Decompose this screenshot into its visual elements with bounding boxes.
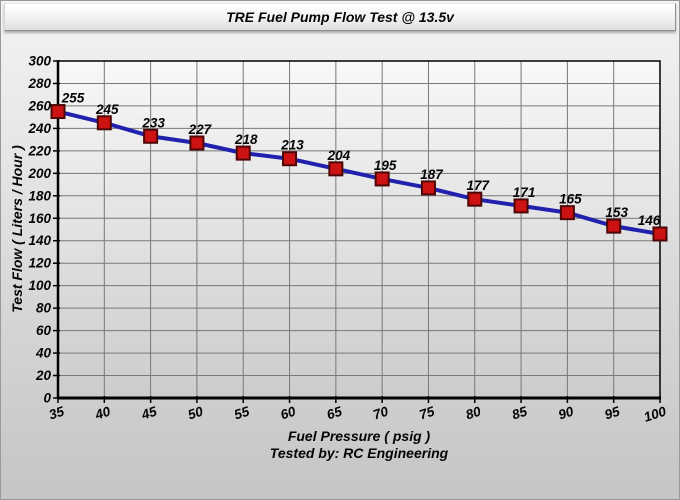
x-tick-label: 50 <box>186 403 205 422</box>
y-tick-label: 60 <box>36 323 52 338</box>
data-point-label: 245 <box>95 102 119 117</box>
data-line <box>57 109 661 236</box>
y-tick-label: 240 <box>27 121 51 136</box>
x-tick-label: 75 <box>417 403 436 422</box>
x-tick-label: 90 <box>556 403 575 422</box>
data-point-marker <box>50 104 66 120</box>
y-tick-label: 180 <box>28 188 51 203</box>
data-point-label: 153 <box>605 205 628 220</box>
x-tick-label: 60 <box>279 403 298 422</box>
data-point-marker <box>420 180 436 196</box>
x-axis-title: Fuel Pressure ( psig ) <box>287 428 431 444</box>
data-point-marker <box>559 205 575 221</box>
y-tick-label: 160 <box>28 211 51 226</box>
data-point-marker <box>143 128 159 144</box>
data-point-label: 213 <box>280 138 304 153</box>
x-tick-label: 45 <box>139 403 159 422</box>
data-point-label: 195 <box>374 158 397 173</box>
y-tick-label: 40 <box>35 346 52 361</box>
data-point-marker <box>235 145 251 161</box>
data-point-marker <box>189 135 205 151</box>
data-point-label: 233 <box>141 115 165 130</box>
data-point-marker <box>467 191 483 207</box>
data-point-label: 204 <box>327 148 351 163</box>
y-tick-label: 260 <box>27 98 51 113</box>
x-tick-label: 100 <box>642 403 669 424</box>
y-tick-label: 0 <box>43 391 51 406</box>
data-point-label: 171 <box>513 185 536 200</box>
x-tick-label: 80 <box>464 403 483 422</box>
data-point-marker <box>96 115 112 131</box>
tested-by-note: Tested by: RC Engineering <box>269 445 449 461</box>
x-tick-label: 35 <box>47 403 66 422</box>
y-tick-label: 140 <box>28 233 51 248</box>
x-tick-label: 70 <box>371 403 390 422</box>
y-tick-label: 120 <box>28 256 51 271</box>
y-tick-label: 20 <box>35 368 52 383</box>
x-tick-label: 40 <box>92 403 112 422</box>
data-point-marker <box>652 226 668 242</box>
x-tick-label: 95 <box>603 403 622 422</box>
data-point-label: 255 <box>61 91 85 106</box>
data-point-label: 218 <box>234 132 258 147</box>
plot-background <box>58 61 660 398</box>
y-tick-label: 300 <box>28 54 51 69</box>
y-tick-label: 80 <box>36 301 52 316</box>
data-point-label: 187 <box>420 167 444 182</box>
x-tick-label: 55 <box>232 403 251 422</box>
y-tick-label: 220 <box>27 143 51 158</box>
data-point-label: 146 <box>638 213 661 228</box>
data-point-marker <box>374 171 390 187</box>
data-point-label: 177 <box>467 178 491 193</box>
y-tick-label: 200 <box>27 166 51 181</box>
data-point-marker <box>328 161 344 177</box>
x-tick-label: 85 <box>510 403 529 422</box>
data-point-label: 227 <box>188 122 213 137</box>
data-point-marker <box>282 151 298 167</box>
data-point-marker <box>513 198 529 214</box>
y-tick-label: 100 <box>28 278 51 293</box>
chart-title: TRE Fuel Pump Flow Test @ 13.5v <box>226 9 454 25</box>
x-tick-label: 65 <box>325 403 344 422</box>
y-tick-label: 280 <box>27 76 51 91</box>
data-point-marker <box>606 218 622 234</box>
chart-title-banner: TRE Fuel Pump Flow Test @ 13.5v <box>4 3 676 31</box>
data-point-label: 165 <box>559 192 582 207</box>
